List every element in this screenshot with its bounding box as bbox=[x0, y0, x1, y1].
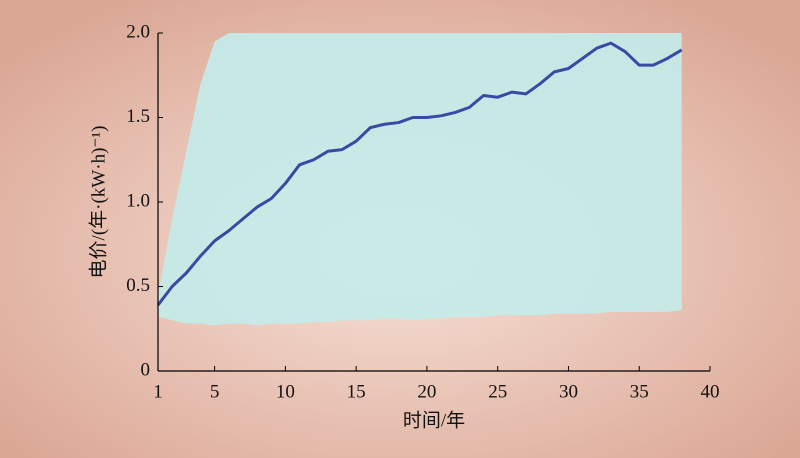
x-tick-label: 5 bbox=[210, 381, 220, 402]
x-tick-label: 35 bbox=[630, 381, 649, 402]
simulation-band bbox=[158, 33, 682, 326]
y-tick-label: 0 bbox=[141, 359, 151, 380]
x-axis-label: 时间/年 bbox=[403, 409, 465, 431]
x-tick-label: 10 bbox=[276, 381, 295, 402]
mean-line bbox=[156, 41, 683, 306]
x-tick-label: 1 bbox=[153, 381, 163, 402]
y-tick-label: 2.0 bbox=[126, 21, 150, 42]
y-tick-label: 1.0 bbox=[126, 190, 150, 211]
x-tick-label: 25 bbox=[488, 381, 507, 402]
y-axis-label: 电价/(年·(kW·h)⁻¹) bbox=[87, 126, 109, 279]
y-tick-label: 0.5 bbox=[126, 275, 150, 296]
x-tick-label: 30 bbox=[559, 381, 578, 402]
y-tick-label: 1.5 bbox=[126, 106, 150, 127]
x-tick-label: 20 bbox=[417, 381, 436, 402]
x-tick-label: 15 bbox=[347, 381, 366, 402]
x-tick-label: 40 bbox=[701, 381, 720, 402]
